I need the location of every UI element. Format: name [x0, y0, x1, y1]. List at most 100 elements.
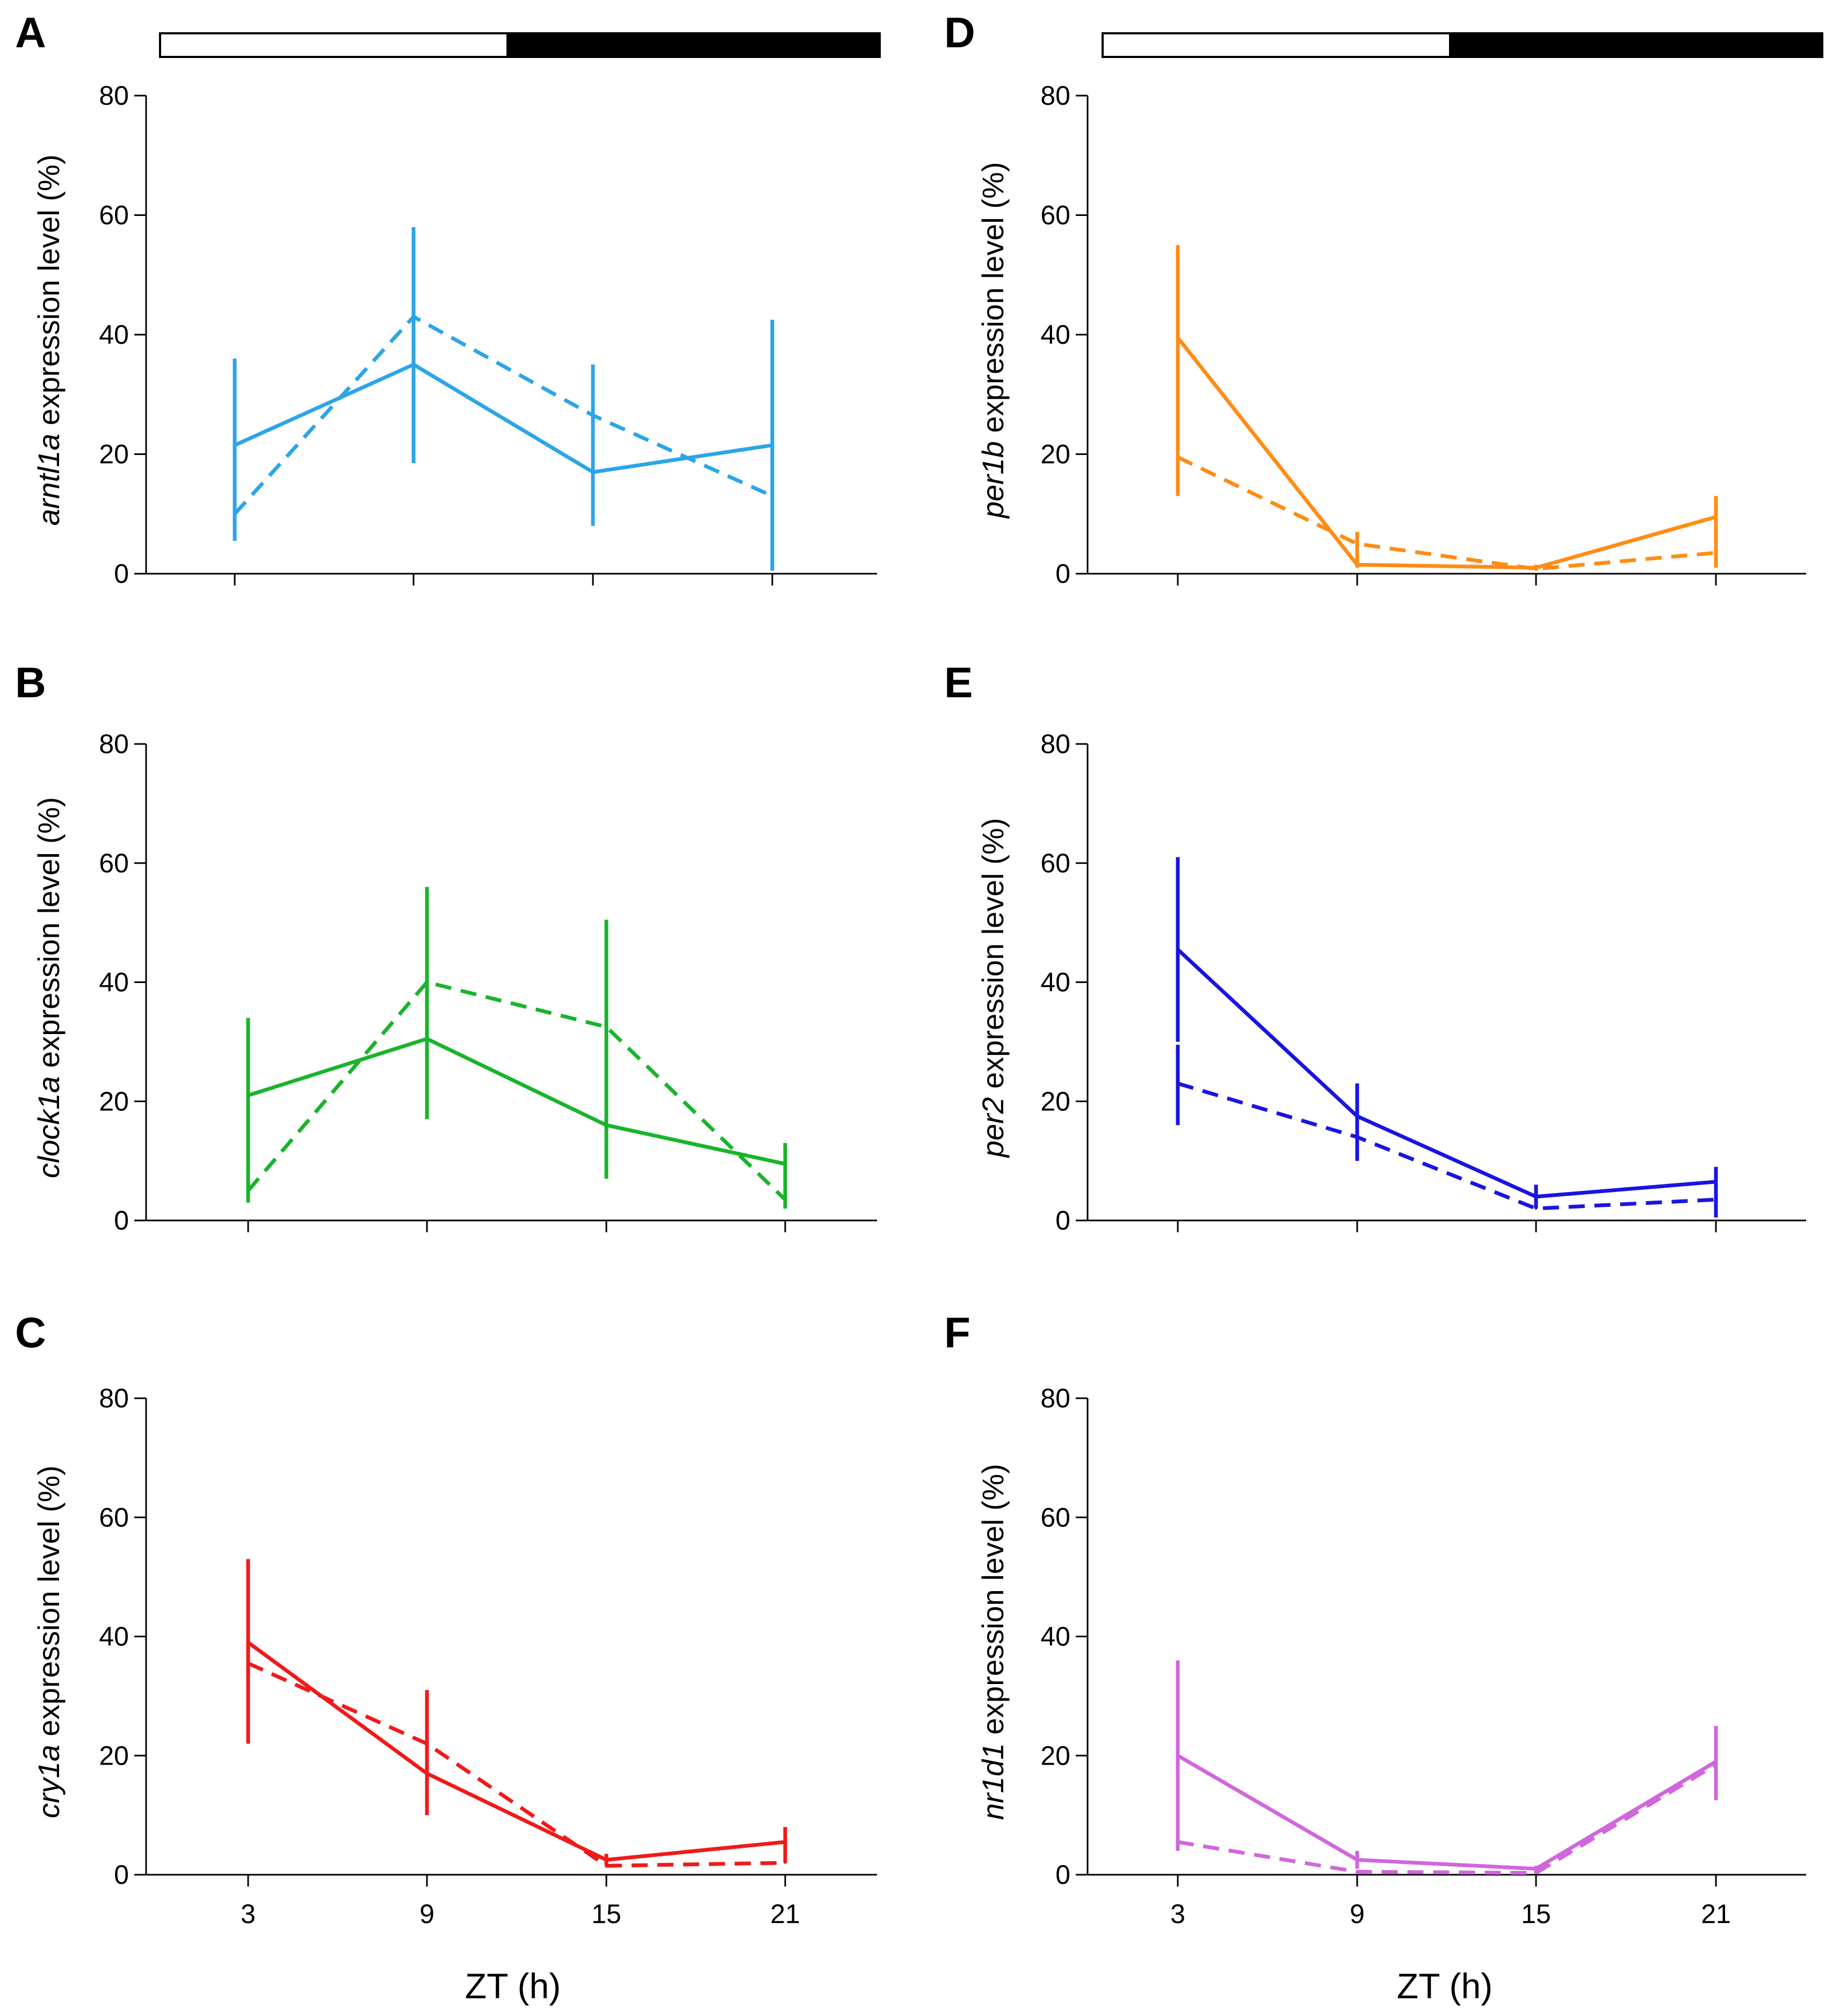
y-tick-label: 0 [114, 559, 129, 589]
x-axis-label-left: ZT (h) [465, 1966, 561, 2006]
y-tick-label: 80 [99, 729, 129, 759]
data-point-dashed [1535, 568, 1537, 570]
data-point-dashed [426, 1743, 428, 1745]
y-tick-label: 40 [99, 1622, 129, 1652]
y-tick-label: 40 [99, 967, 129, 998]
x-tick-label: 21 [1701, 1899, 1731, 1929]
data-point-dashed [412, 315, 415, 318]
data-point-dashed [234, 512, 236, 515]
y-axis-label: arntl1a expression level (%) [32, 155, 66, 526]
y-axis-label: cry1a expression level (%) [32, 1465, 66, 1818]
series-line-dashed [1177, 1081, 1716, 1211]
data-point-dashed [1177, 1841, 1179, 1844]
series-line-solid [1177, 1754, 1717, 1871]
light-phase-bar [159, 32, 509, 58]
data-point-dashed [1356, 1870, 1358, 1873]
y-tick-label: 20 [99, 439, 129, 469]
panel-letter-A: A [15, 9, 46, 56]
y-axis-label-suffix: expression level (%) [32, 155, 66, 434]
series-line-dashed [233, 314, 773, 516]
y-tick-label: 60 [99, 200, 129, 230]
y-tick-label: 60 [1040, 848, 1070, 878]
y-tick-label: 60 [99, 848, 129, 878]
x-tick-label: 3 [241, 1899, 256, 1929]
y-tick-label: 60 [1040, 200, 1070, 230]
series-line-dashed [1177, 455, 1716, 571]
x-tick-label: 3 [1170, 1899, 1185, 1929]
data-point-dashed [1356, 543, 1358, 545]
x-axis-label-right: ZT (h) [1397, 1966, 1493, 2006]
data-point-dashed [1715, 1763, 1717, 1766]
y-tick-label: 20 [99, 1740, 129, 1771]
y-axis-label: per1b expression level (%) [976, 162, 1010, 519]
y-tick-label: 0 [1055, 1205, 1070, 1235]
y-tick-label: 80 [1040, 729, 1070, 759]
series-line-solid [234, 362, 773, 474]
y-axis-label-gene: nr1d1 [976, 1743, 1010, 1820]
data-point-dashed [1535, 1872, 1537, 1874]
panel-letter-E: E [944, 659, 973, 706]
data-point-dashed [1535, 1207, 1537, 1210]
series-line-solid [247, 1641, 786, 1862]
x-tick-label: 9 [419, 1899, 434, 1929]
series-line-dashed [1177, 1762, 1717, 1875]
y-axis-label-gene: per1b [976, 441, 1010, 519]
y-tick-label: 40 [1040, 967, 1070, 998]
panel-letter-D: D [944, 9, 975, 56]
light-phase-bar [1102, 32, 1451, 58]
y-tick-label: 0 [1055, 559, 1070, 589]
y-axis-label: nr1d1 expression level (%) [976, 1464, 1010, 1820]
y-tick-label: 40 [99, 320, 129, 350]
y-tick-label: 20 [1040, 1086, 1070, 1116]
series-line-solid [247, 1037, 786, 1166]
y-axis-label-suffix: expression level (%) [976, 1464, 1010, 1743]
y-tick-label: 80 [99, 1383, 129, 1413]
panel-letter-F: F [944, 1309, 970, 1356]
panel-letter-B: B [15, 659, 46, 706]
y-tick-label: 80 [1040, 81, 1070, 111]
data-point-dashed [605, 1865, 607, 1867]
y-axis-label-suffix: expression level (%) [32, 797, 66, 1076]
data-point-dashed [771, 495, 773, 497]
panel-C: C 0 20 40 60 80 3 9 15 21 cry1a expression level (… [15, 1309, 877, 1929]
y-axis-label-suffix: expression level (%) [976, 818, 1010, 1097]
y-tick-label: 20 [1040, 1740, 1070, 1771]
data-point-dashed [784, 1861, 786, 1864]
y-axis-label-gene: cry1a [32, 1745, 66, 1818]
y-tick-label: 0 [1055, 1860, 1070, 1890]
data-point-dashed [1715, 552, 1717, 554]
y-tick-label: 60 [99, 1502, 129, 1533]
panel-D: D 0 20 40 60 80 per1b expression level (%) [944, 9, 1823, 589]
panel-A: A 0 20 40 60 80 arntl1a expression level (%) [15, 9, 881, 589]
y-axis-label: clock1a expression level (%) [32, 797, 66, 1179]
data-point-dashed [1177, 456, 1179, 459]
y-tick-label: 0 [114, 1860, 129, 1890]
y-axis-label-suffix: expression level (%) [32, 1465, 66, 1745]
data-point-dashed [426, 981, 428, 984]
y-axis-label-gene: per2 [976, 1097, 1010, 1158]
y-axis-label-gene: arntl1a [32, 433, 66, 525]
y-tick-label: 80 [1040, 1383, 1070, 1413]
series-line-solid [1176, 336, 1716, 570]
x-tick-label: 21 [770, 1899, 800, 1929]
x-tick-label: 15 [591, 1899, 621, 1929]
y-tick-label: 0 [114, 1205, 129, 1235]
series-line-dashed [247, 1661, 786, 1868]
y-axis-label-suffix: expression level (%) [976, 162, 1010, 442]
y-tick-label: 20 [1040, 439, 1070, 469]
y-tick-label: 20 [99, 1086, 129, 1116]
data-point-dashed [592, 414, 594, 417]
data-point-dashed [605, 1025, 607, 1028]
data-point-dashed [247, 1662, 249, 1665]
panel-B: B 0 20 40 60 80 clock1a expression level (%) [15, 659, 877, 1235]
panel-letter-C: C [15, 1309, 46, 1356]
y-tick-label: 80 [99, 81, 129, 111]
panel-F: F 0 20 40 60 80 3 9 15 21 nr1d1 expression level (… [944, 1309, 1806, 1929]
y-tick-label: 40 [1040, 1622, 1070, 1652]
x-tick-label: 9 [1350, 1899, 1365, 1929]
dark-phase-bar [1449, 32, 1823, 58]
series-line-dashed [247, 980, 787, 1201]
panel-E: E 0 20 40 60 80 per2 expression level (%) [944, 659, 1806, 1235]
